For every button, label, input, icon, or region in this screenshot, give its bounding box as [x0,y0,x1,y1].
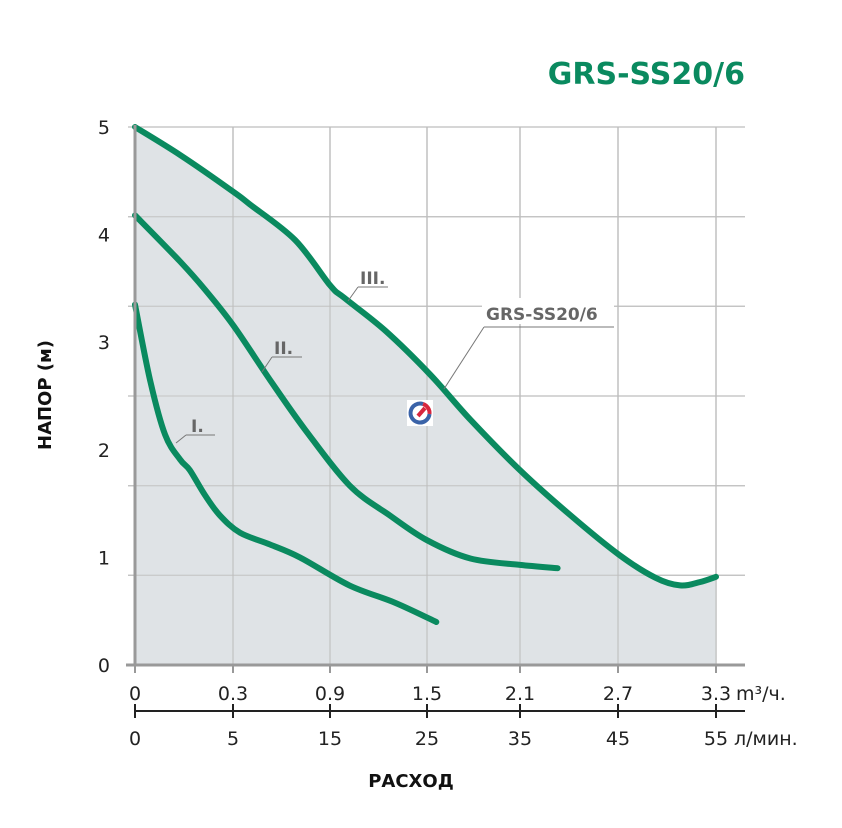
model-label: GRS-SS20/6 [486,305,598,325]
y-tick-label: 1 [98,547,110,569]
x-unit-m3h: m³/ч. [736,683,786,705]
x-tick-label-lmin: 35 [508,728,532,750]
x-tick-label-m3h: 0 [129,683,141,705]
leader-line-model [443,326,485,390]
x-tick-label-lmin: 0 [129,728,141,750]
series-label-I: I. [191,417,204,437]
brand-logo-icon [407,400,433,426]
y-tick-label: 2 [98,440,110,462]
series-curve-2 [132,212,561,572]
x-axis-title: РАСХОД [368,771,454,792]
y-tick-label: 4 [98,225,110,247]
series-label-II: II. [274,339,293,359]
leader-line-III [347,286,359,302]
x-tick-label-lmin: 55 [704,728,728,750]
x-tick-label-m3h: 2.1 [505,683,535,705]
x-tick-label-lmin: 25 [415,728,439,750]
x-tick-label-m3h: 0.3 [218,683,248,705]
y-axis-title: НАПОР (м) [35,340,56,450]
x-tick-label-m3h: 0.9 [315,683,345,705]
y-tick-label: 3 [98,332,110,354]
x-unit-lmin: л/мин. [734,728,798,750]
x-tick-label-lmin: 45 [606,728,630,750]
x-tick-label-m3h: 3.3 [701,683,731,705]
series-curve-1 [132,301,440,625]
series-label-III: III. [360,269,385,289]
grid-overlay [128,126,745,665]
series-curve-3 [132,124,719,589]
y-tick-label: 0 [98,655,110,677]
y-tick-label: 5 [98,117,110,139]
leader-line-I [175,434,187,444]
x-tick-label-lmin: 15 [318,728,342,750]
x-tick-label-m3h: 2.7 [603,683,633,705]
model-label-bg [482,298,614,324]
chart-title: GRS-SS20/6 [548,57,745,92]
leader-line-II [261,356,273,373]
x-tick-label-m3h: 1.5 [412,683,442,705]
x-tick-label-lmin: 5 [227,728,239,750]
